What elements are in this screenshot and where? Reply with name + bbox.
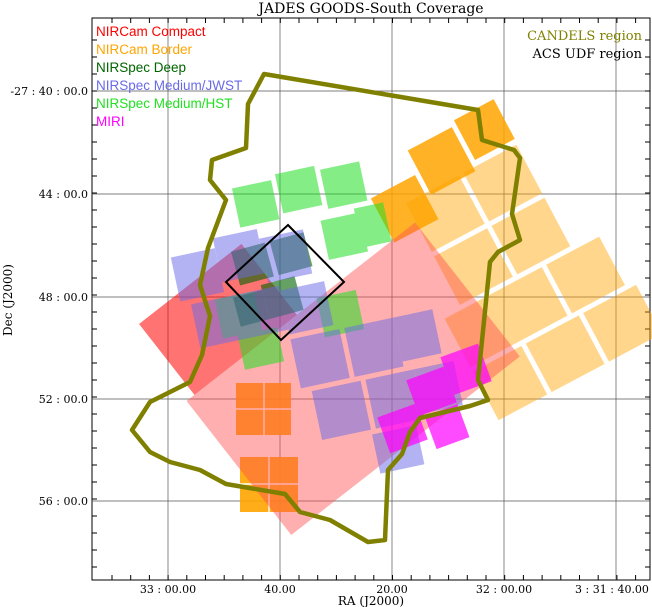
- nircam-border-seams: [236, 383, 298, 512]
- x-tick-label: 3 : 31 : 40.00: [575, 583, 649, 596]
- candels-region-outline: [129, 71, 523, 545]
- region-legend: CANDELS region ACS UDF region: [527, 29, 643, 62]
- y-tick-labels: -27 : 40 : 00.0 44 : 00.0 48 : 00.0 52 :…: [10, 85, 88, 508]
- legend-item-nircam-compact: NIRCam Compact: [96, 24, 206, 39]
- minor-ticks: [92, 18, 650, 580]
- x-tick-label: 33 : 00.00: [140, 583, 196, 596]
- y-tick-label: 44 : 00.0: [39, 188, 88, 201]
- legend-item-nirspec-deep: NIRSpec Deep: [96, 60, 186, 75]
- y-axis-label: Dec (J2000): [1, 264, 15, 336]
- acs-udf-region-outline: [224, 223, 346, 342]
- x-tick-label: 40.00: [264, 583, 296, 596]
- nirspec-hst-footprints: [214, 161, 392, 370]
- y-tick-label: 48 : 00.0: [39, 291, 88, 304]
- y-tick-label: 52 : 00.0: [39, 393, 88, 406]
- x-tick-label: 20.00: [376, 583, 408, 596]
- legend-item-nirspec-hst: NIRSpec Medium/HST: [96, 96, 233, 111]
- legend: NIRCam Compact NIRCam Border NIRSpec Dee…: [96, 24, 242, 129]
- region-label-acs-udf: ACS UDF region: [532, 47, 643, 62]
- x-tick-label: 32 : 00.00: [476, 583, 532, 596]
- nirspec-jwst-footprints: [170, 229, 463, 474]
- legend-item-nircam-border: NIRCam Border: [96, 42, 193, 57]
- y-tick-label: -27 : 40 : 00.0: [10, 85, 88, 98]
- x-axis-label: RA (J2000): [338, 594, 404, 607]
- legend-item-nirspec-jwst: NIRSpec Medium/JWST: [96, 78, 242, 93]
- region-label-candels: CANDELS region: [527, 29, 643, 44]
- figure-title: JADES GOODS-South Coverage: [256, 1, 483, 17]
- y-tick-label: 56 : 00.0: [39, 495, 88, 508]
- legend-item-miri: MIRI: [96, 114, 125, 129]
- x-tick-labels: 33 : 00.00 40.00 20.00 32 : 00.00 3 : 31…: [140, 583, 649, 596]
